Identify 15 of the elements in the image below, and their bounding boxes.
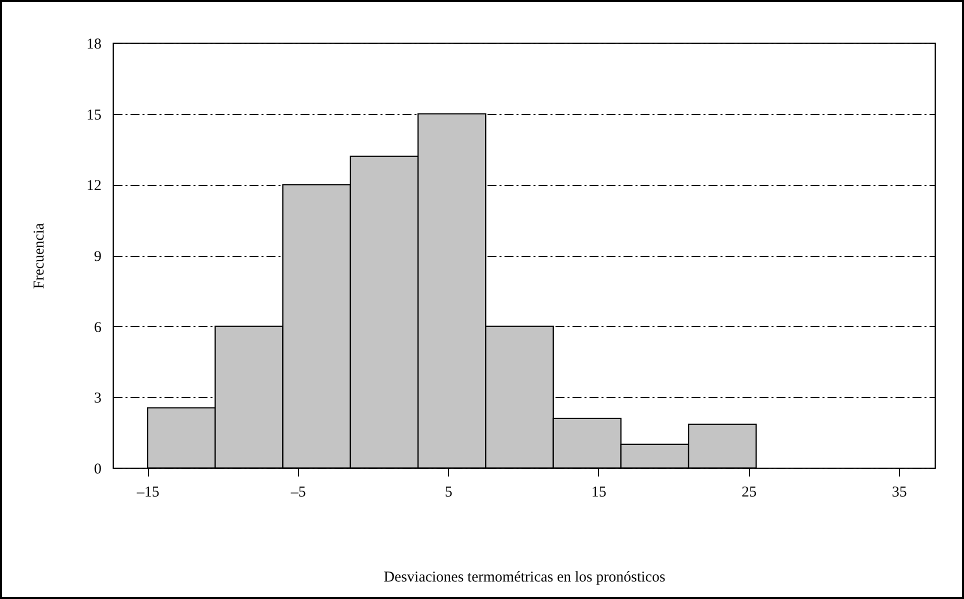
y-tick-label: 12 (86, 178, 102, 194)
y-axis-title: Frecuencia (32, 222, 48, 289)
y-tick-label: 6 (94, 320, 102, 336)
x-tick-label: –5 (290, 484, 306, 500)
y-tick-label: 18 (86, 36, 102, 52)
y-tick-label: 0 (94, 462, 102, 478)
x-tick-label: 25 (742, 484, 757, 500)
y-tick-label: 3 (94, 390, 102, 407)
x-axis-title: Desviaciones termométricas en los pronósticos (384, 570, 666, 586)
x-tick-label: 35 (892, 484, 907, 500)
x-tick-label: 5 (444, 484, 452, 500)
x-tick-label: –15 (136, 484, 160, 500)
x-tick-label: 15 (591, 484, 606, 500)
y-tick-label: 9 (94, 249, 102, 265)
y-tick-label: 15 (86, 107, 102, 124)
